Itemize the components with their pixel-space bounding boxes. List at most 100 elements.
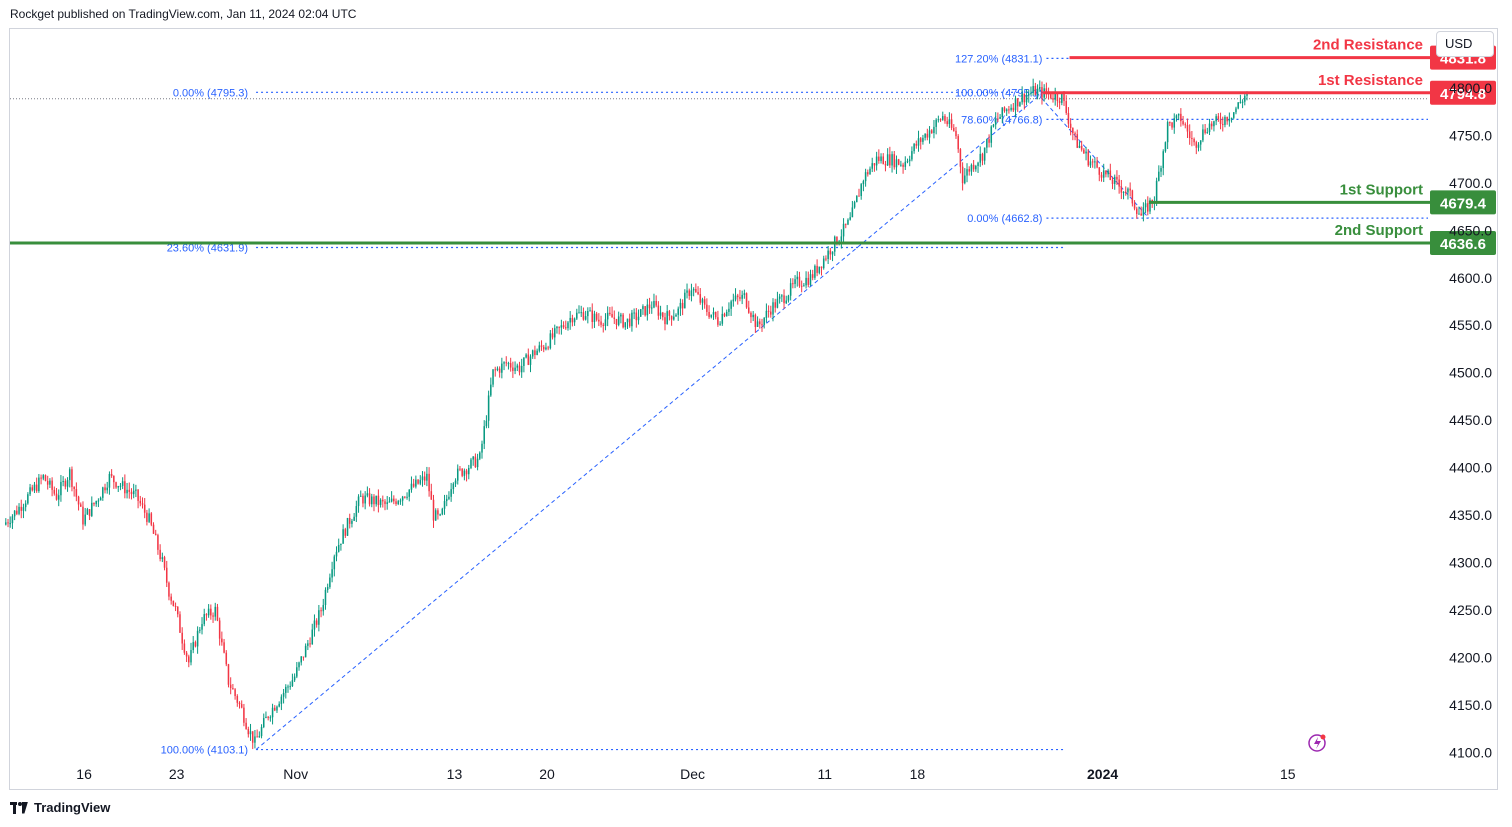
candle (811, 269, 814, 281)
candle (710, 314, 713, 319)
candle (1014, 95, 1017, 118)
candle (234, 688, 236, 700)
fib-level-label: 0.00% (4662.8) (967, 213, 1042, 225)
candle (371, 493, 373, 508)
candle (456, 464, 459, 485)
candle (79, 502, 82, 507)
candle (977, 161, 979, 173)
candle (318, 604, 320, 632)
candle (115, 481, 117, 489)
candle (289, 681, 291, 690)
candle (794, 275, 796, 289)
candle (119, 483, 122, 491)
candle (68, 467, 71, 488)
candle (139, 495, 142, 507)
axis-layer: 4100.0 4150.0 4200.0 4250.0 4300.0 4350.0 4400… (76, 32, 1492, 782)
candle (1050, 94, 1052, 100)
currency-button[interactable]: USD (1436, 31, 1494, 57)
candle (644, 306, 646, 317)
candle (567, 320, 569, 331)
candle (529, 354, 532, 373)
footer-brand[interactable]: TradingView (10, 800, 110, 815)
candle (49, 478, 51, 488)
candle (267, 715, 269, 721)
candle (13, 510, 16, 521)
candle (1182, 115, 1184, 126)
candle (212, 612, 214, 623)
candle (1036, 84, 1039, 100)
candle (906, 158, 909, 164)
candle (732, 293, 735, 307)
candle (600, 315, 602, 328)
candle (395, 498, 397, 506)
candle (701, 297, 704, 310)
x-tick-label: Nov (283, 766, 308, 782)
candle (1131, 189, 1134, 207)
candle (754, 313, 757, 333)
candle (626, 318, 629, 329)
candle (734, 288, 737, 302)
candle (102, 486, 104, 501)
candle (536, 348, 538, 356)
candle (154, 529, 157, 536)
candle (628, 313, 631, 328)
candle (862, 179, 865, 192)
candle (869, 166, 871, 175)
candle (770, 305, 772, 318)
candle (926, 128, 929, 141)
candle (18, 503, 20, 516)
candle (1208, 118, 1211, 136)
candle (516, 363, 519, 372)
candle (157, 533, 159, 555)
candle (589, 307, 591, 312)
candle (342, 524, 344, 544)
candle (199, 626, 201, 634)
candle (135, 484, 137, 498)
candle (437, 508, 439, 520)
candle (35, 477, 38, 493)
candle (569, 311, 571, 330)
candle (664, 312, 666, 331)
candle (565, 320, 567, 330)
candle (930, 129, 933, 134)
fib-level-label: 0.00% (4795.3) (173, 87, 248, 99)
candle (276, 705, 278, 713)
candle (188, 654, 190, 668)
candle (29, 483, 31, 497)
candle (335, 546, 338, 562)
candle (357, 494, 360, 513)
price-tag (1430, 80, 1496, 105)
candle (479, 451, 481, 461)
candle (690, 283, 693, 302)
candle (251, 731, 254, 750)
candle (490, 377, 492, 397)
candle (304, 643, 307, 658)
candle (179, 611, 181, 633)
candle (1169, 121, 1171, 127)
fib-trend-line (1036, 92, 1150, 219)
candle (679, 298, 682, 316)
y-tick-label: 4550.0 (1449, 317, 1492, 333)
candle (809, 269, 812, 286)
candle (670, 315, 673, 326)
candle (245, 718, 247, 730)
candle (882, 153, 885, 165)
candle (1074, 131, 1076, 141)
candle (390, 491, 393, 503)
candle (445, 494, 448, 507)
candle (465, 468, 468, 482)
candle (300, 656, 302, 666)
candle (642, 304, 644, 315)
candle (1221, 116, 1224, 132)
x-tick-label: 15 (1280, 766, 1296, 782)
candle (1175, 114, 1178, 122)
candle (527, 348, 530, 366)
candle (172, 600, 175, 607)
candle (547, 345, 549, 351)
candle (152, 522, 155, 534)
candle (121, 477, 124, 490)
candle (33, 481, 36, 494)
alert-icon[interactable] (1308, 734, 1326, 752)
candle (322, 598, 325, 616)
